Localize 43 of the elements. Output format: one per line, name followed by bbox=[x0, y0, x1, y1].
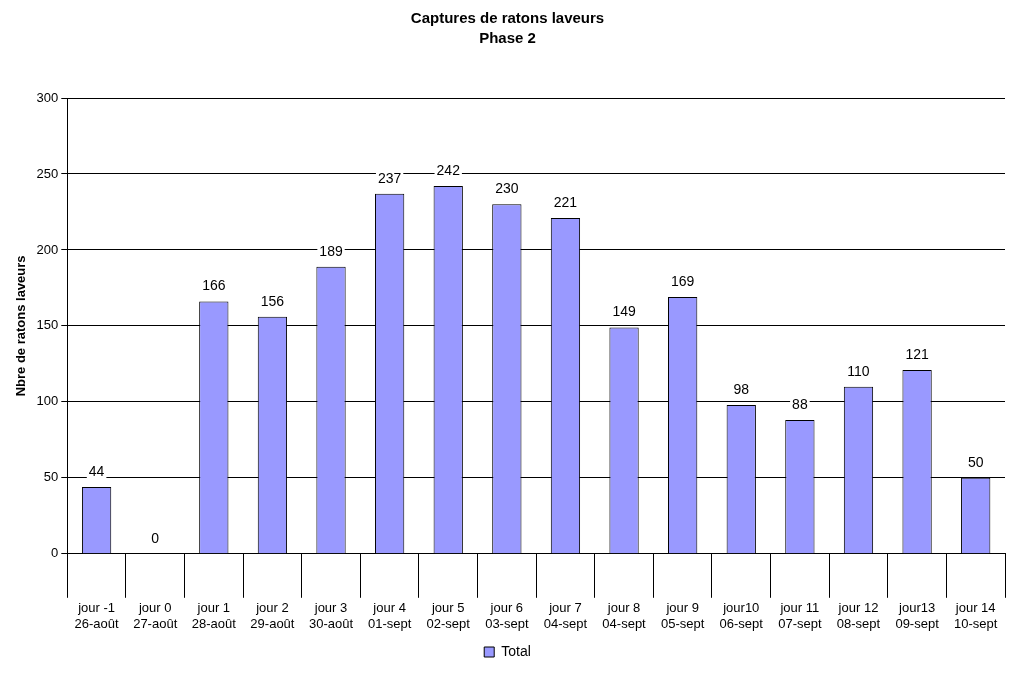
chart-title: Captures de ratons laveurs bbox=[410, 9, 605, 27]
x-tick-label: jour 1 28-août bbox=[191, 600, 237, 631]
y-tick-label: 250 bbox=[36, 165, 59, 181]
x-tick-label: jour10 06-sept bbox=[719, 600, 764, 631]
chart-subtitle: Phase 2 bbox=[479, 29, 536, 47]
data-label: 242 bbox=[436, 161, 461, 178]
x-tick-label: jour 7 04-sept bbox=[543, 600, 588, 631]
data-label: 0 bbox=[151, 529, 160, 546]
x-tick-label: jour -1 26-août bbox=[74, 600, 120, 631]
data-label: 189 bbox=[319, 242, 343, 259]
x-tick-label: jour 2 29-août bbox=[250, 600, 295, 631]
y-tick-label: 0 bbox=[51, 545, 59, 561]
x-tick-label: jour13 09-sept bbox=[895, 600, 940, 631]
x-tick-label: jour 0 27-août bbox=[133, 600, 178, 631]
y-tick-label: 50 bbox=[43, 469, 59, 485]
y-tick-label: 200 bbox=[36, 241, 59, 257]
data-label: 169 bbox=[670, 272, 695, 289]
legend-label: Total bbox=[501, 642, 531, 659]
data-label: 166 bbox=[202, 277, 226, 294]
x-tick-label: jour 8 04-sept bbox=[602, 600, 647, 631]
data-label: 221 bbox=[553, 193, 578, 210]
data-label: 88 bbox=[792, 395, 808, 412]
y-tick-label: 150 bbox=[36, 317, 59, 333]
data-label: 156 bbox=[260, 292, 285, 309]
x-tick-label: jour 6 03-sept bbox=[485, 600, 529, 631]
x-tick-label: jour 11 07-sept bbox=[778, 600, 822, 631]
data-label: 230 bbox=[495, 180, 519, 197]
data-label: 237 bbox=[377, 169, 402, 186]
data-label: 44 bbox=[88, 462, 105, 479]
x-tick-label: jour 5 02-sept bbox=[426, 600, 471, 631]
data-label: 149 bbox=[612, 303, 636, 320]
data-label: 98 bbox=[733, 380, 750, 397]
x-tick-label: jour 3 30-août bbox=[308, 600, 354, 631]
x-tick-label: jour 4 01-sept bbox=[367, 600, 412, 631]
data-label: 50 bbox=[967, 453, 984, 470]
data-label: 121 bbox=[905, 345, 929, 362]
y-tick-label: 300 bbox=[36, 89, 59, 105]
y-axis-title: Nbre de ratons laveurs bbox=[13, 255, 29, 397]
x-tick-label: jour 12 08-sept bbox=[836, 600, 881, 631]
x-tick-label: jour 14 10-sept bbox=[954, 600, 998, 631]
x-tick-label: jour 9 05-sept bbox=[660, 600, 705, 631]
data-label: 110 bbox=[847, 362, 870, 379]
y-tick-label: 100 bbox=[36, 393, 59, 409]
